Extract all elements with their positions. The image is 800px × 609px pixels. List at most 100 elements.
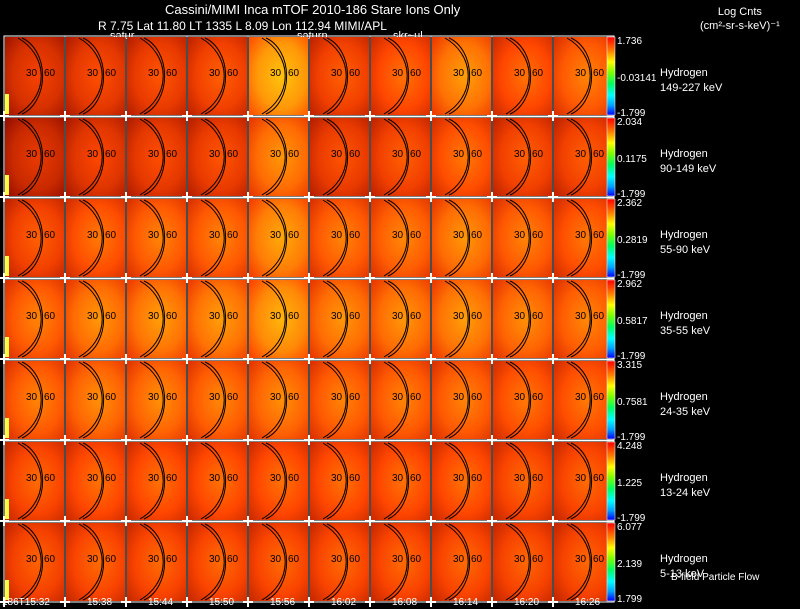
colorbar-tick-label: 1.736 (617, 36, 643, 47)
contour-label-60: 60 (166, 149, 178, 160)
heatmap-cell (371, 361, 430, 439)
contour-30 (82, 523, 105, 601)
heatmap-cell (249, 199, 308, 277)
heatmap-cell (188, 361, 247, 439)
contour-60 (17, 361, 42, 439)
contour-60 (322, 361, 347, 439)
contour-label-30: 30 (148, 392, 160, 403)
contour-60 (139, 523, 164, 601)
contour-label-60: 60 (532, 473, 544, 484)
contour-60 (383, 37, 408, 115)
contour-label-60: 60 (593, 68, 605, 79)
contour-60 (200, 280, 225, 358)
contour-60 (322, 280, 347, 358)
colorbar-tick-label: 0.2819 (617, 235, 648, 246)
colorbar (606, 522, 616, 602)
contour-60 (383, 523, 408, 601)
contour-label-60: 60 (532, 392, 544, 403)
contour-label-60: 60 (105, 392, 117, 403)
heatmap-cell (188, 442, 247, 520)
heatmap-cell (432, 523, 491, 601)
contour-label-30: 30 (26, 473, 38, 484)
contour-30 (82, 442, 105, 520)
colorbar (606, 279, 616, 359)
contour-30 (265, 442, 288, 520)
contour-label-60: 60 (532, 311, 544, 322)
heatmap-cell (249, 37, 308, 115)
contour-30 (448, 523, 471, 601)
contour-30 (570, 523, 593, 601)
contour-label-30: 30 (270, 230, 282, 241)
contour-label-60: 60 (593, 392, 605, 403)
contour-60 (322, 442, 347, 520)
contour-30 (265, 523, 288, 601)
heatmap-cell (432, 118, 491, 196)
contour-label-30: 30 (331, 392, 343, 403)
contour-30 (21, 442, 44, 520)
contour-label-30: 30 (331, 230, 343, 241)
heatmap-cell (127, 523, 186, 601)
colorbar-tick-label: 2.034 (617, 117, 643, 128)
contour-label-60: 60 (44, 554, 56, 565)
heatmap-cell (249, 118, 308, 196)
contour-label-30: 30 (87, 230, 99, 241)
contour-label-30: 30 (575, 554, 587, 565)
contour-60 (505, 37, 530, 115)
contour-label-60: 60 (227, 473, 239, 484)
contour-label-60: 60 (410, 311, 422, 322)
contour-60 (261, 199, 286, 277)
contour-label-30: 30 (392, 68, 404, 79)
edge-highlight (5, 418, 9, 438)
panel-energy-label: Hydrogen 5-13 keV (660, 552, 708, 582)
contour-label-30: 30 (514, 392, 526, 403)
contour-60 (261, 280, 286, 358)
energy-range-label: 24-35 keV (660, 406, 711, 418)
contour-label-60: 60 (288, 473, 300, 484)
contour-30 (509, 442, 532, 520)
time-tick-label: 15:56 (270, 597, 296, 608)
contour-label-60: 60 (471, 230, 483, 241)
contour-60 (322, 118, 347, 196)
contour-label-30: 30 (575, 68, 587, 79)
contour-label-30: 30 (87, 554, 99, 565)
contour-60 (566, 199, 591, 277)
species-label: Hydrogen (660, 310, 708, 322)
contour-60 (505, 361, 530, 439)
heatmap-cell (432, 280, 491, 358)
contour-label-30: 30 (575, 473, 587, 484)
contour-label-60: 60 (410, 473, 422, 484)
heatmap-cell (371, 280, 430, 358)
time-tick-label: 16:26 (575, 597, 601, 608)
panel-energy-label: Hydrogen 55-90 keV (660, 228, 710, 258)
contour-60 (566, 280, 591, 358)
contour-label-60: 60 (349, 554, 361, 565)
contour-30 (21, 523, 44, 601)
contour-label-30: 30 (87, 68, 99, 79)
heatmap-cell (249, 361, 308, 439)
contour-label-30: 30 (514, 230, 526, 241)
contour-30 (265, 118, 288, 196)
contour-label-60: 60 (44, 311, 56, 322)
contour-60 (78, 118, 103, 196)
heatmap-cell (371, 199, 430, 277)
edge-highlight (5, 256, 9, 276)
heatmap-cell (554, 361, 613, 439)
contour-label-60: 60 (471, 554, 483, 565)
heatmap-cell (493, 523, 552, 601)
contour-30 (21, 199, 44, 277)
species-label: Hydrogen (660, 229, 708, 241)
colorbar-tick-label: 0.5817 (617, 316, 648, 327)
contour-label-60: 60 (593, 554, 605, 565)
panel-energy-label: Hydrogen 149-227 keV (660, 66, 722, 96)
contour-30 (448, 442, 471, 520)
contour-60 (78, 523, 103, 601)
contour-60 (200, 199, 225, 277)
contour-label-30: 30 (453, 149, 465, 160)
units-line-1: Log Cnts (717, 6, 762, 18)
contour-label-60: 60 (410, 68, 422, 79)
contour-label-60: 60 (471, 311, 483, 322)
contour-60 (17, 280, 42, 358)
contour-label-30: 30 (514, 149, 526, 160)
contour-30 (204, 523, 227, 601)
contour-60 (200, 442, 225, 520)
